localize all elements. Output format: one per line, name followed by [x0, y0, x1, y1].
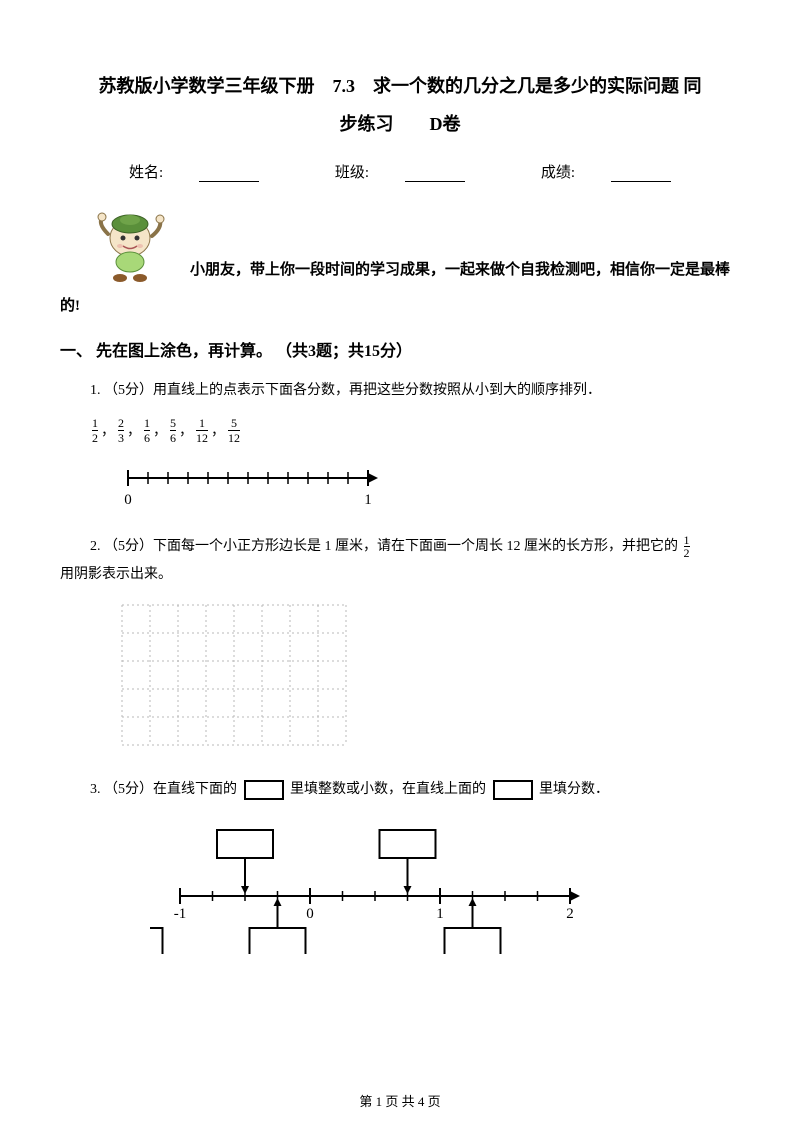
svg-text:0: 0 — [306, 906, 314, 922]
encourage-text: 小朋友，带上你一段时间的学习成果，一起来做个自我检测吧，相信你一定是最棒 — [190, 262, 730, 278]
encourage-end: 的! — [60, 294, 740, 315]
svg-text:1: 1 — [436, 906, 444, 922]
q2-grid — [120, 603, 348, 747]
title-line1: 苏教版小学数学三年级下册 7.3 求一个数的几分之几是多少的实际问题 同 — [60, 70, 740, 102]
character-icon — [90, 206, 170, 286]
q2-text: 2. （5分）下面每一个小正方形边长是 1 厘米，请在下面画一个周长 12 厘米… — [90, 533, 740, 561]
q3-box-inline — [244, 780, 284, 800]
section1-header: 一、 先在图上涂色，再计算。 （共3题；共15分） — [60, 337, 740, 361]
title-line2: 步练习 D卷 — [60, 108, 740, 140]
info-row: 姓名: 班级: 成绩: — [60, 161, 740, 182]
q3-text: 3. （5分）在直线下面的 里填整数或小数，在直线上面的 里填分数． — [90, 776, 740, 804]
q3-numberline: -1 0 1 2 — [150, 824, 590, 954]
q3-box-inline — [493, 780, 533, 800]
q2-fraction: 1 2 — [684, 534, 690, 559]
page-footer: 第 1 页 共 4 页 — [0, 1091, 800, 1110]
score-label: 成绩: — [523, 165, 689, 181]
q1-text: 1. （5分）用直线上的点表示下面各分数，再把这些分数按照从小到大的顺序排列． — [90, 377, 740, 405]
class-label: 班级: — [317, 165, 483, 181]
q1-numberline: 01 — [110, 460, 390, 510]
name-label: 姓名: — [111, 165, 277, 181]
svg-text:2: 2 — [566, 906, 574, 922]
q2-text-b: 用阴影表示出来。 — [60, 561, 740, 589]
svg-text:0: 0 — [124, 492, 132, 508]
q1-fractions: 12，23，16，56，112，512 — [90, 417, 740, 444]
svg-text:1: 1 — [364, 492, 372, 508]
svg-text:-1: -1 — [174, 906, 187, 922]
